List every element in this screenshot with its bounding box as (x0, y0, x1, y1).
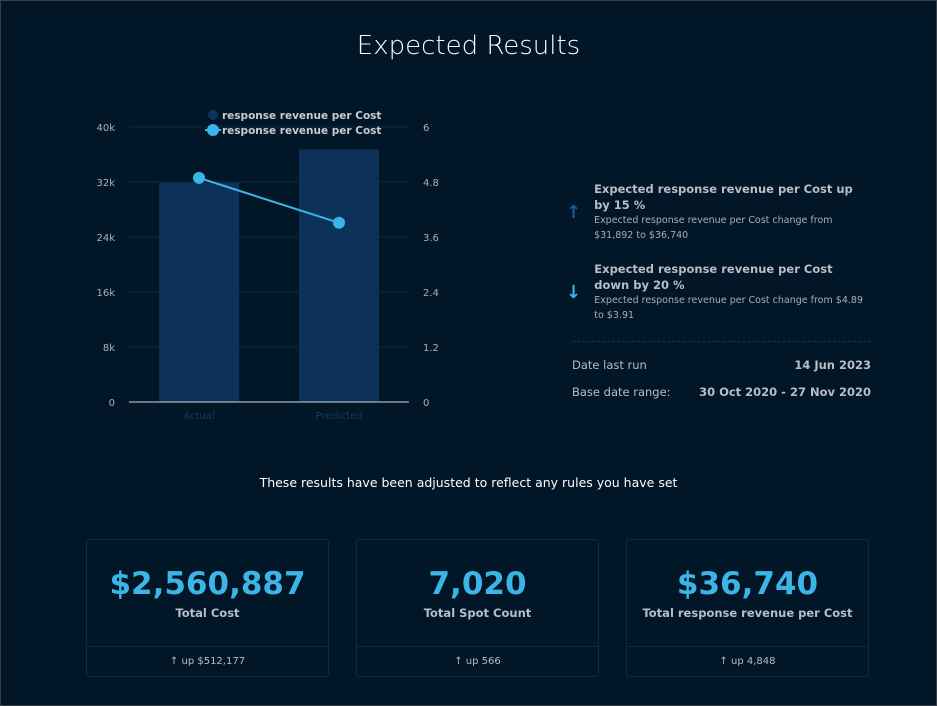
left-tick-label: 16k (96, 288, 115, 299)
card-change: ↑ up 4,848 (627, 646, 868, 676)
insight-detail: Expected response revenue per Cost chang… (594, 215, 833, 241)
legend-line-label: response revenue per Cost (222, 125, 381, 137)
combo-chart: 0 0 8k 1.2 16k 2.4 24k 3.6 32k 4.8 40k 6 Actual Predi… (96, 110, 439, 422)
left-tick-label: 24k (96, 233, 115, 244)
card-label: Total Spot Count (423, 606, 532, 620)
card-value: $36,740 (676, 566, 819, 602)
left-tick-label: 40k (96, 123, 115, 134)
bar (159, 182, 239, 402)
card-response-revenue: $36,740 Total response revenue per Cost … (626, 539, 869, 677)
adjustment-note: These results have been adjusted to refl… (259, 475, 678, 490)
left-tick-label: 0 (109, 398, 115, 409)
value: 14 Jun 2023 (794, 358, 871, 372)
legend-bar-label: response revenue per Cost (222, 110, 381, 122)
label: Date last run (572, 358, 647, 372)
left-tick-label: 32k (96, 178, 115, 189)
insight-up: ↑ Expected response revenue per Cost up … (566, 181, 871, 243)
bar (299, 149, 379, 402)
insight-title: Expected response revenue per Cost up by… (594, 182, 853, 212)
insight-down: ↓ Expected response revenue per Cost dow… (566, 261, 871, 323)
card-spot-count: 7,020 Total Spot Count ↑ up 566 (356, 539, 599, 677)
card-change: ↑ up 566 (357, 646, 598, 676)
line-point (333, 216, 345, 229)
value: 30 Oct 2020 - 27 Nov 2020 (699, 385, 871, 399)
left-tick-label: 8k (103, 343, 115, 354)
right-tick-label: 3.6 (423, 233, 439, 244)
right-tick-label: 0 (423, 398, 429, 409)
right-tick-label: 6 (423, 123, 429, 134)
card-label: Total Cost (175, 606, 240, 620)
line-point (193, 171, 205, 184)
right-tick-label: 2.4 (423, 288, 439, 299)
last-run-row: Date last run 14 Jun 2023 (572, 358, 871, 372)
card-value: 7,020 (428, 566, 527, 602)
legend-bar-marker (208, 110, 218, 120)
right-tick-label: 4.8 (423, 178, 439, 189)
insights-panel: ↑ Expected response revenue per Cost up … (566, 181, 871, 412)
legend-line-dot (207, 124, 219, 136)
arrow-down-icon: ↓ (566, 281, 582, 303)
card-total-cost: $2,560,887 Total Cost ↑ up $512,177 (86, 539, 329, 677)
date-range-row: Base date range: 30 Oct 2020 - 27 Nov 202… (572, 385, 871, 399)
x-tick-label: Predicted (316, 411, 363, 422)
label: Base date range: (572, 385, 671, 399)
line-series (198, 176, 340, 224)
divider (572, 341, 871, 342)
page-title: Expected Results (356, 31, 581, 61)
arrow-up-icon: ↑ (566, 201, 582, 223)
insight-title: Expected response revenue per Cost down … (594, 262, 833, 292)
insight-detail: Expected response revenue per Cost chang… (594, 295, 863, 321)
card-change: ↑ up $512,177 (87, 646, 328, 676)
card-label: Total response revenue per Cost (642, 606, 853, 620)
card-value: $2,560,887 (109, 566, 306, 602)
right-tick-label: 1.2 (423, 343, 439, 354)
x-tick-label: Actual (183, 411, 214, 422)
